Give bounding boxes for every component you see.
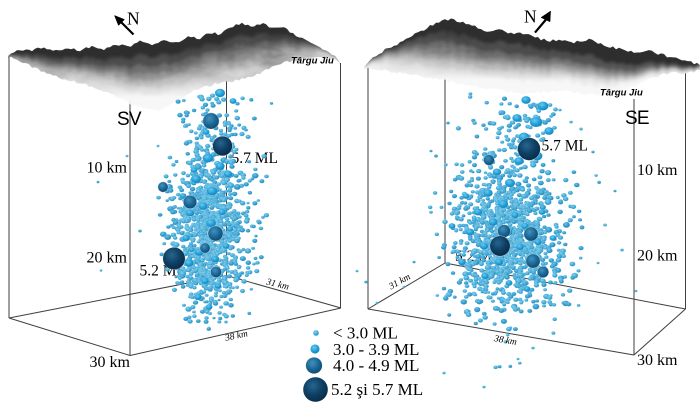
svg-text:N: N xyxy=(524,7,537,27)
svg-text:20 km: 20 km xyxy=(87,250,128,267)
svg-text:10 km: 10 km xyxy=(637,162,678,179)
svg-text:30 km: 30 km xyxy=(90,354,131,371)
svg-text:3.0 - 3.9 ML: 3.0 - 3.9 ML xyxy=(333,340,419,359)
svg-text:SV: SV xyxy=(117,109,142,130)
svg-text:30 km: 30 km xyxy=(637,352,678,369)
svg-text:4.0 - 4.9 ML: 4.0 - 4.9 ML xyxy=(333,356,419,375)
svg-text:N: N xyxy=(127,9,140,29)
svg-text:Târgu Jiu: Târgu Jiu xyxy=(291,56,334,67)
svg-text:38 km: 38 km xyxy=(223,329,249,344)
svg-text:< 3.0 ML: < 3.0 ML xyxy=(333,324,398,343)
svg-text:5.7 ML: 5.7 ML xyxy=(232,150,279,167)
svg-text:38 km: 38 km xyxy=(492,334,517,348)
svg-text:20 km: 20 km xyxy=(637,248,678,265)
svg-text:10 km: 10 km xyxy=(87,160,128,177)
svg-text:5.7 ML: 5.7 ML xyxy=(542,138,589,155)
svg-text:5.2 şi 5.7 ML: 5.2 şi 5.7 ML xyxy=(331,380,423,399)
svg-text:Târgu Jiu: Târgu Jiu xyxy=(600,88,643,99)
svg-text:SE: SE xyxy=(625,108,649,129)
